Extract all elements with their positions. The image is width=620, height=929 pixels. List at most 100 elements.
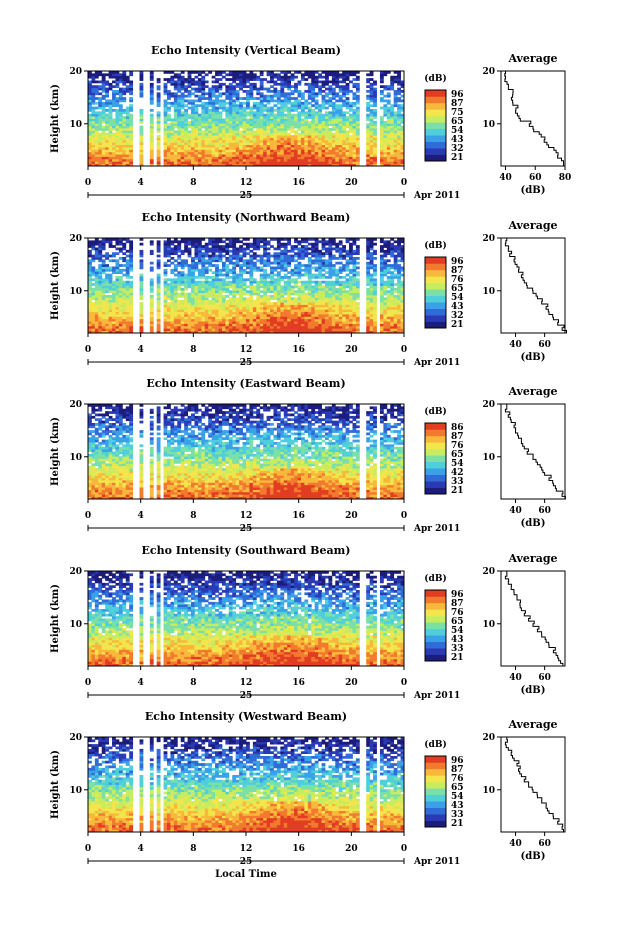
heatmap-cell [397,109,401,112]
heatmap-cell [108,135,113,138]
heatmap-cell [307,132,312,136]
heatmap-cell [115,90,120,93]
heatmap-cell [197,97,202,100]
heatmap-cell [328,97,333,100]
heatmap-cell [170,268,175,272]
heatmap-cell [352,123,357,127]
heatmap-cell [211,132,216,136]
heatmap-cell [191,290,195,294]
heatmap-cell [259,314,264,317]
heatmap-cell [101,120,106,124]
heatmap-cell [304,156,309,160]
heatmap-cell [366,106,371,110]
heatmap-cell [325,87,329,91]
heatmap-cell [297,266,302,270]
heatmap-cell [98,158,103,162]
heatmap-cell [256,292,261,296]
heatmap-cell [373,149,377,153]
heatmap-cell [118,302,123,305]
heatmap-cell [194,139,199,143]
heatmap-cell [259,73,264,77]
heatmap-cell [122,292,127,296]
heatmap-cell [211,125,216,129]
heatmap-cell [118,290,123,294]
heatmap-cell [393,116,398,119]
heatmap-cell [115,323,120,327]
heatmap-cell [170,325,175,329]
heatmap-cell [215,314,219,317]
heatmap-cell [252,316,257,320]
heatmap-cell [88,266,92,270]
heatmap-cell [211,302,216,305]
heatmap-cell [98,161,103,165]
heatmap-cell [88,283,92,286]
heatmap-cell [139,142,144,146]
heatmap-cell [218,111,223,115]
heatmap-cell [369,118,374,122]
heatmap-cell [328,116,333,119]
heatmap-cell [294,328,298,332]
heatmap-cell [259,106,264,110]
heatmap-cell [228,99,233,103]
heatmap-cell [228,151,233,155]
heatmap-cell [184,238,188,241]
heatmap-cell [187,285,192,289]
heatmap-cell [242,316,247,320]
heatmap-cell [88,299,92,303]
heatmap-cell [232,280,237,284]
heatmap-cell [369,147,374,150]
heatmap-cell [167,283,171,286]
heatmap-cell [335,139,340,143]
heatmap-cell [249,304,254,308]
heatmap-cell [297,106,302,110]
heatmap-cell [221,161,226,165]
heatmap-cell [122,135,127,138]
heatmap-cell [184,318,188,322]
heatmap-cell [98,144,103,148]
heatmap-cell [307,325,312,329]
heatmap-cell [108,130,113,134]
heatmap-cell [393,151,398,155]
heatmap-cell [156,247,161,251]
heatmap-cell [149,154,154,157]
heatmap-cell [91,87,96,91]
heatmap-cell [156,135,161,138]
heatmap-cell [331,135,336,138]
heatmap-cell [307,238,312,241]
heatmap-cell [221,104,226,108]
heatmap-cell [170,161,175,165]
heatmap-cell [239,130,243,134]
heatmap-cell [149,278,154,282]
heatmap-cell [263,323,267,327]
heatmap-cell [228,292,233,296]
heatmap-cell [331,78,336,81]
heatmap-cell [211,147,216,150]
heatmap-cell [287,118,292,122]
heatmap-cell [249,130,254,134]
heatmap-cell [273,161,278,165]
heatmap-cell [94,154,99,157]
heatmap-cell [373,120,377,124]
heatmap-cell [112,266,116,270]
heatmap-cell [342,137,346,141]
heatmap-cell [318,154,322,157]
heatmap-cell [118,118,123,122]
heatmap-cell [184,302,188,305]
heatmap-cell [94,318,99,322]
y-tick-label: 20 [69,67,82,77]
heatmap-cell [180,304,185,308]
heatmap-cell [167,151,171,155]
heatmap-cell [125,292,130,296]
heatmap-cell [297,144,302,148]
heatmap-cell [94,156,99,160]
heatmap-cell [283,142,288,146]
heatmap-cell [105,132,109,136]
heatmap-cell [300,149,305,153]
heatmap-cell [232,78,237,81]
heatmap-cell [228,242,233,246]
heatmap-cell [386,135,391,138]
heatmap-cell [259,240,264,244]
heatmap-cell [256,128,261,131]
heatmap-cell [105,325,109,329]
heatmap-cell [318,111,322,115]
